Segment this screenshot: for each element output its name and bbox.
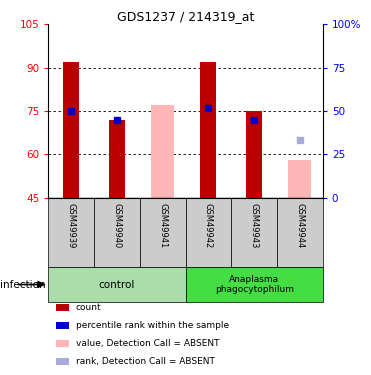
Bar <box>231 198 277 267</box>
Text: count: count <box>76 303 101 312</box>
Bar <box>63 62 79 198</box>
Bar <box>109 120 125 198</box>
Bar <box>48 198 94 267</box>
Bar <box>200 62 216 198</box>
Text: GSM49942: GSM49942 <box>204 203 213 249</box>
Text: rank, Detection Call = ABSENT: rank, Detection Call = ABSENT <box>76 357 214 366</box>
Text: GSM49943: GSM49943 <box>250 203 259 249</box>
Text: Anaplasma
phagocytophilum: Anaplasma phagocytophilum <box>215 275 293 294</box>
Bar <box>48 267 186 302</box>
Text: infection: infection <box>0 279 46 290</box>
Bar <box>56 340 69 347</box>
Bar <box>186 198 231 267</box>
Bar <box>277 198 323 267</box>
Text: control: control <box>99 279 135 290</box>
Bar <box>289 160 311 198</box>
Text: GSM49941: GSM49941 <box>158 203 167 249</box>
Text: GSM49940: GSM49940 <box>112 203 121 249</box>
Bar <box>151 105 174 198</box>
Bar <box>56 322 69 329</box>
Bar <box>186 267 323 302</box>
Text: GSM49939: GSM49939 <box>67 203 76 249</box>
Bar <box>94 198 140 267</box>
Bar <box>56 358 69 365</box>
Text: value, Detection Call = ABSENT: value, Detection Call = ABSENT <box>76 339 219 348</box>
Title: GDS1237 / 214319_at: GDS1237 / 214319_at <box>117 10 254 23</box>
Bar <box>246 111 262 198</box>
Text: GSM49944: GSM49944 <box>295 203 304 249</box>
Bar <box>140 198 186 267</box>
Text: percentile rank within the sample: percentile rank within the sample <box>76 321 229 330</box>
Bar <box>56 304 69 311</box>
